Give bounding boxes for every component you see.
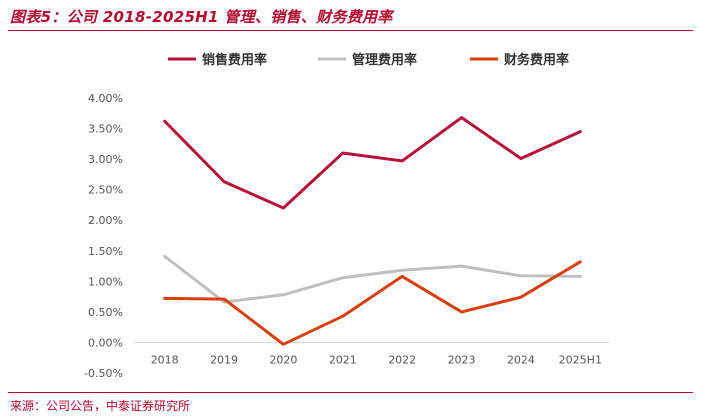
- y-tick-label: 3.50%: [88, 123, 123, 136]
- legend: 销售费用率 管理费用率 财务费用率: [168, 52, 569, 68]
- y-axis: 4.00% 3.50% 3.00% 2.50% 2.00% 1.50% 1.00% 0.50%…: [84, 92, 610, 380]
- series-line-2: [163, 254, 582, 304]
- x-tick-label: 2025H1: [559, 353, 602, 366]
- x-tick-label: 2024: [507, 353, 535, 366]
- y-tick-label: 1.50%: [88, 245, 123, 258]
- y-tick-label: 0.00%: [88, 336, 123, 349]
- series-lines: [163, 116, 582, 346]
- x-tick-label: 2020: [269, 353, 297, 366]
- chart-title: 图表5：公司 2018-2025H1 管理、销售、财务费用率: [10, 8, 393, 26]
- y-tick-label: -0.50%: [84, 367, 123, 380]
- y-tick-label: 2.00%: [88, 214, 123, 227]
- x-tick-label: 2019: [210, 353, 238, 366]
- y-tick-label: 4.00%: [88, 92, 123, 105]
- y-tick-label: 3.00%: [88, 153, 123, 166]
- y-tick-label: 0.50%: [88, 306, 123, 319]
- legend-label: 管理费用率: [352, 52, 417, 68]
- legend-label: 财务费用率: [504, 52, 569, 68]
- source-note: 来源：公司公告，中泰证券研究所: [10, 399, 191, 413]
- line-chart: 销售费用率 管理费用率 财务费用率 4.00% 3.50% 3.00% 2.50% 2.00…: [84, 52, 610, 380]
- footer-divider: [8, 392, 693, 393]
- x-axis: 2018 2019 2020 2021 2022 2023 2024 2025H1: [151, 353, 602, 366]
- title-divider: [8, 30, 693, 31]
- x-tick-label: 2018: [151, 353, 179, 366]
- series-line-3: [163, 260, 582, 346]
- x-tick-label: 2023: [448, 353, 476, 366]
- y-tick-label: 1.00%: [88, 275, 123, 288]
- legend-label: 销售费用率: [202, 52, 267, 68]
- x-tick-label: 2022: [388, 353, 416, 366]
- series-line-1: [163, 116, 582, 210]
- x-tick-label: 2021: [329, 353, 357, 366]
- y-tick-label: 2.50%: [88, 184, 123, 197]
